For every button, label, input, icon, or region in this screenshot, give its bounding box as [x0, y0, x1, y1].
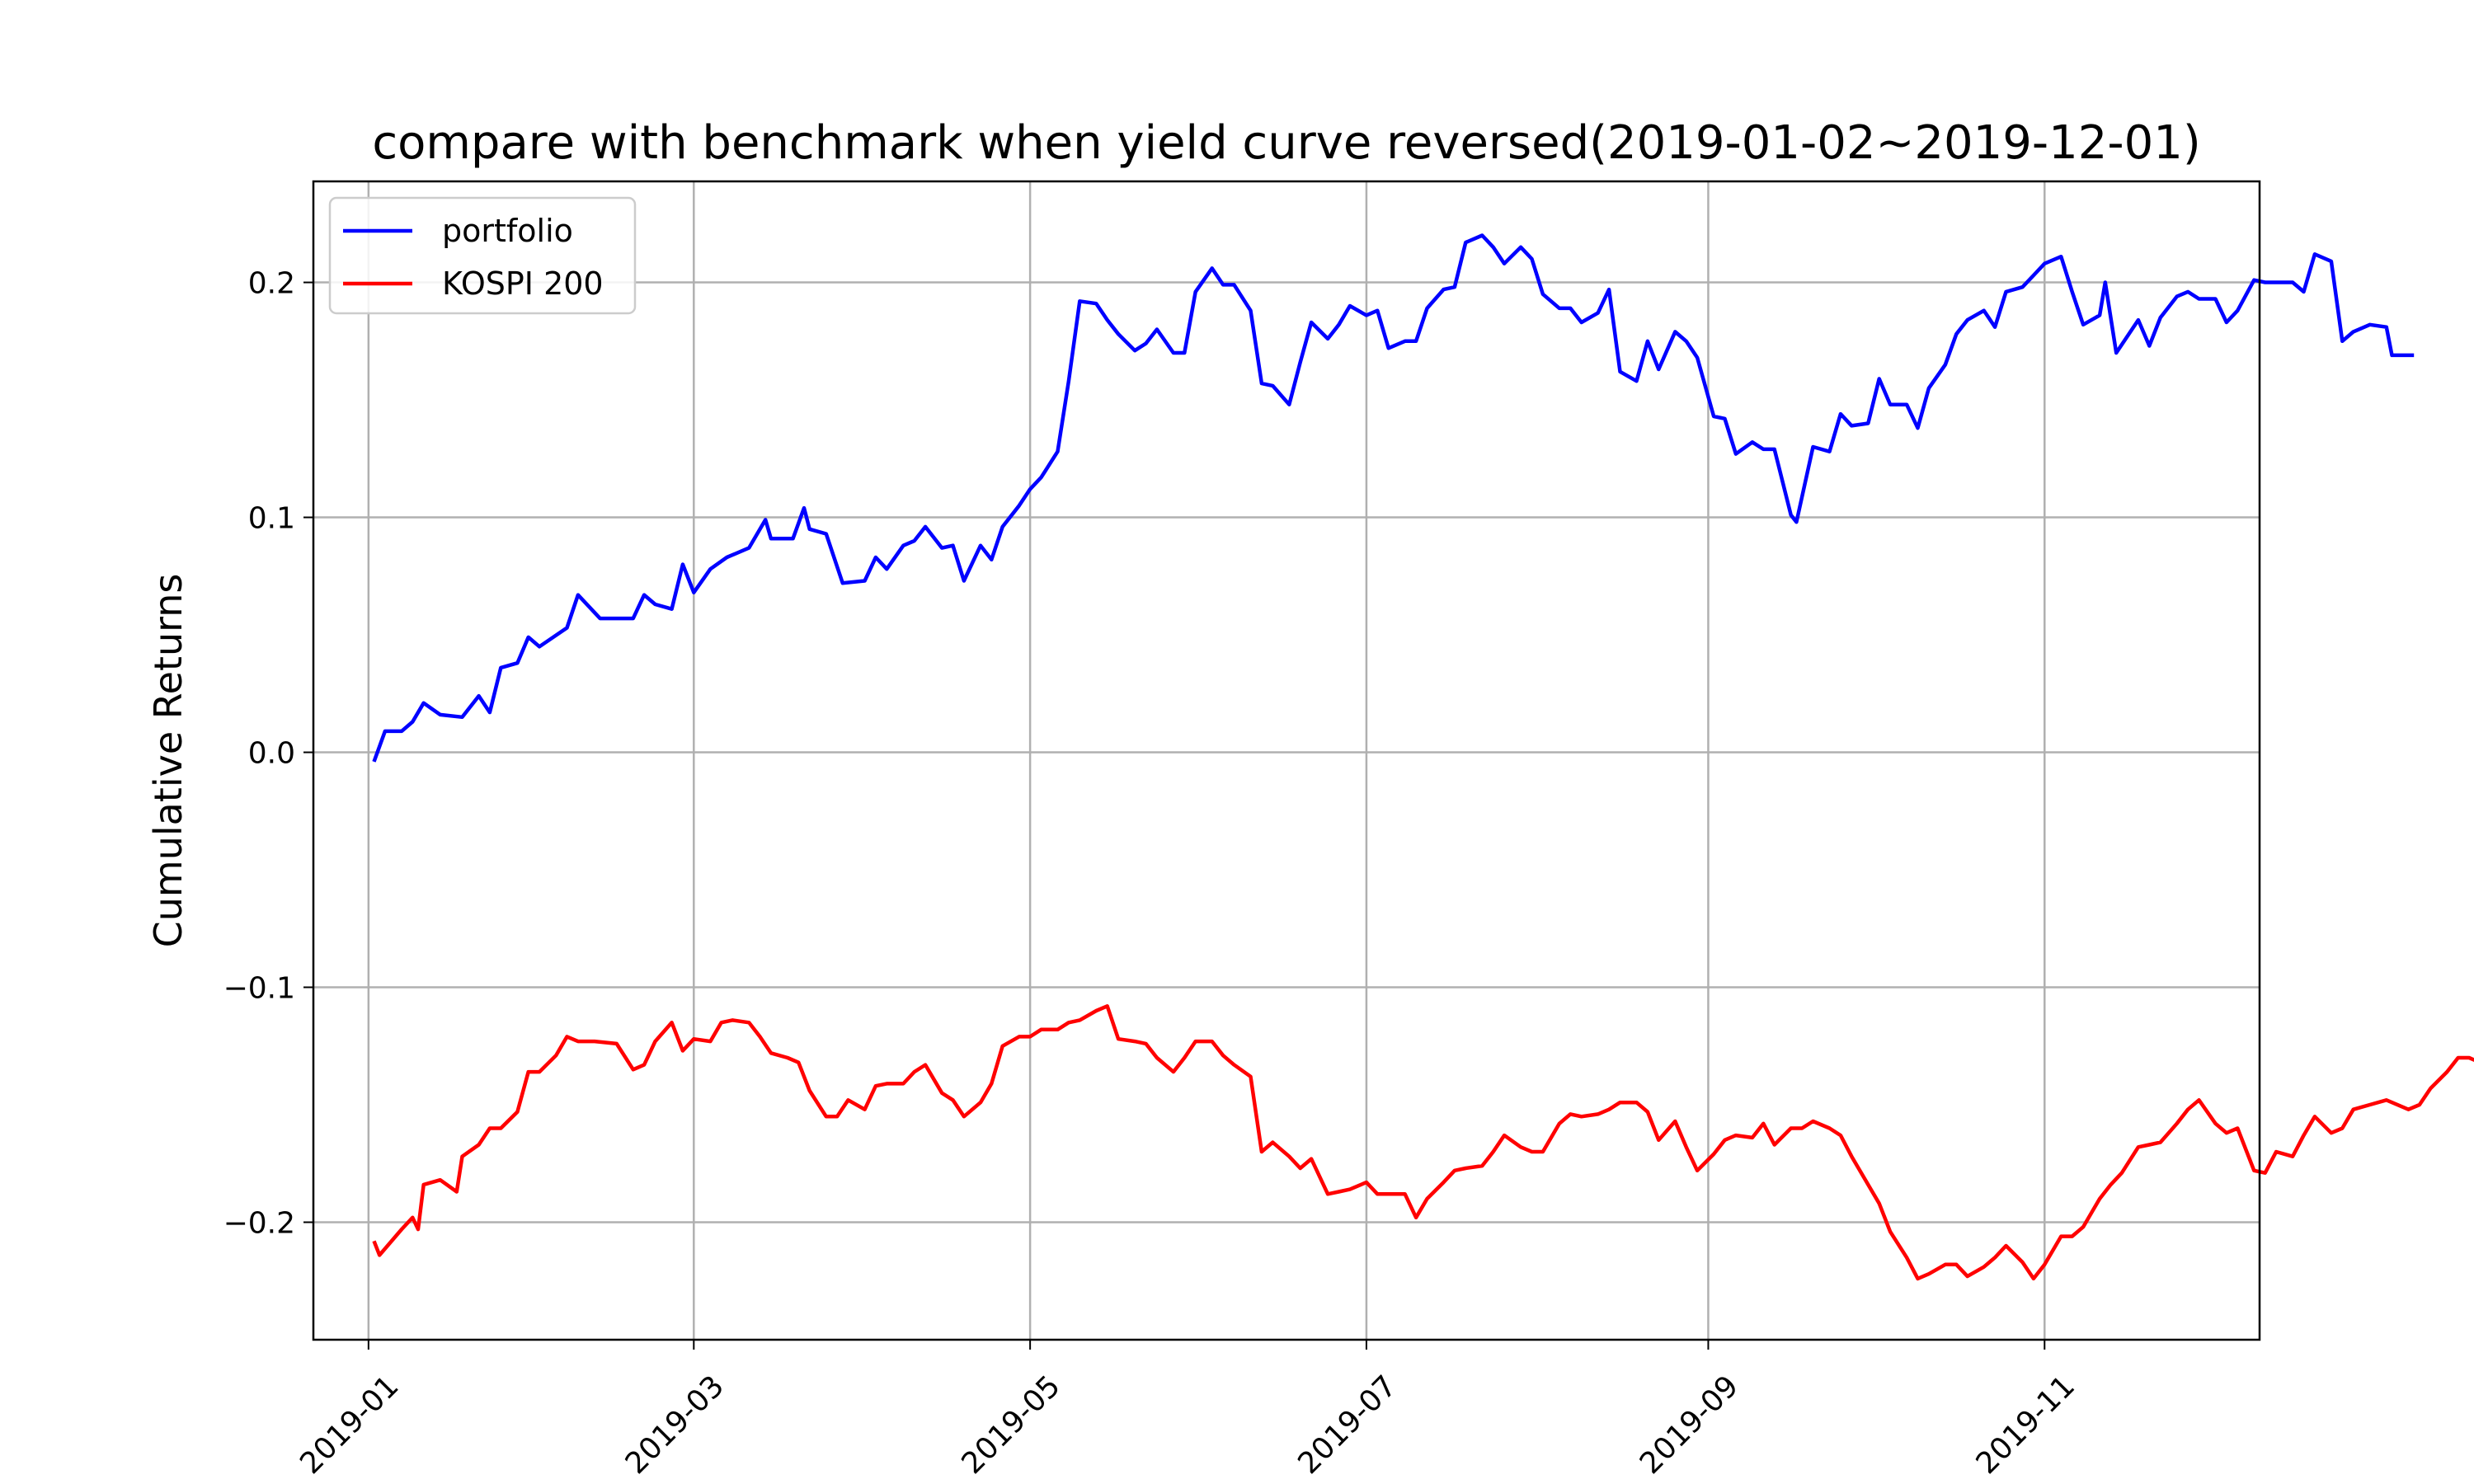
series-line-kospi-200: [372, 1004, 2474, 1281]
y-tick-label: 0.2: [248, 267, 295, 301]
y-tick-label: 0.0: [248, 737, 295, 771]
legend: portfolio KOSPI 200: [328, 196, 637, 315]
y-tick-label: −0.1: [223, 972, 295, 1006]
legend-label: portfolio: [442, 213, 573, 249]
series-line-portfolio: [372, 233, 2415, 763]
legend-label: KOSPI 200: [442, 265, 604, 302]
y-tick-label: −0.2: [223, 1207, 295, 1241]
y-tick-label: 0.1: [248, 502, 295, 536]
series-lines: [372, 233, 2474, 1281]
grid-lines: [313, 181, 2260, 1340]
plot-area-frame: [312, 180, 2261, 1341]
chart-title: compare with benchmark when yield curve …: [372, 116, 2200, 170]
y-axis-label: Cumulative Returns: [146, 574, 190, 948]
